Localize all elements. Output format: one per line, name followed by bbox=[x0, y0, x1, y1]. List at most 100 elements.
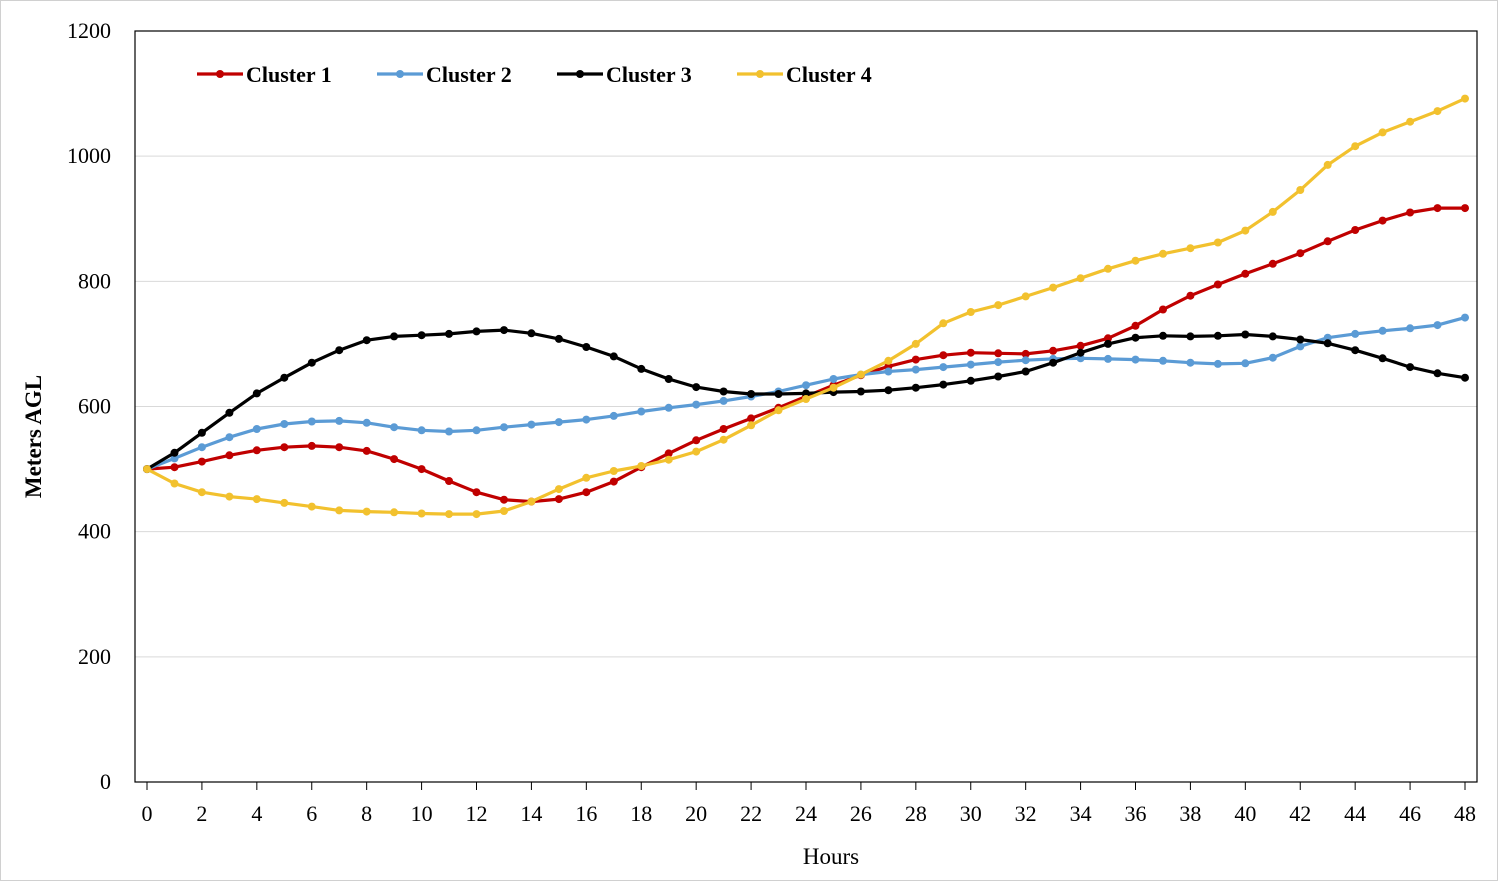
data-point bbox=[1186, 291, 1195, 300]
data-point bbox=[1049, 358, 1058, 367]
data-point bbox=[1213, 238, 1222, 247]
x-tick-label: 44 bbox=[1344, 801, 1366, 826]
data-point bbox=[829, 375, 838, 383]
data-point bbox=[1241, 269, 1250, 278]
data-point bbox=[1213, 331, 1222, 340]
data-point bbox=[1351, 329, 1360, 338]
data-point bbox=[1296, 186, 1305, 194]
data-point bbox=[664, 455, 673, 464]
data-point bbox=[994, 349, 1003, 358]
data-point bbox=[1049, 346, 1058, 355]
x-tick-label: 18 bbox=[630, 801, 652, 826]
data-point bbox=[664, 375, 673, 383]
data-point bbox=[197, 488, 206, 497]
data-point bbox=[1131, 321, 1140, 330]
data-point bbox=[939, 363, 948, 372]
data-point bbox=[1131, 355, 1140, 364]
data-point bbox=[1433, 107, 1442, 116]
data-point bbox=[1104, 334, 1112, 343]
data-point bbox=[554, 485, 563, 494]
x-tick-label: 8 bbox=[361, 801, 372, 826]
data-point bbox=[966, 360, 975, 369]
data-point bbox=[911, 365, 920, 374]
legend-item: Cluster 4 bbox=[737, 62, 872, 87]
data-point bbox=[911, 383, 920, 392]
data-point bbox=[472, 327, 481, 336]
x-tick-label: 46 bbox=[1399, 801, 1421, 826]
data-point bbox=[1159, 249, 1167, 258]
data-point bbox=[1159, 305, 1167, 314]
data-point bbox=[1076, 341, 1085, 350]
x-tick-label: 6 bbox=[306, 801, 317, 826]
data-point bbox=[1351, 226, 1360, 234]
data-point bbox=[994, 358, 1003, 367]
data-point bbox=[445, 477, 453, 485]
series-4 bbox=[143, 94, 1469, 519]
data-point bbox=[500, 495, 508, 504]
data-point bbox=[417, 509, 426, 518]
series-2 bbox=[143, 313, 1469, 474]
data-point bbox=[582, 343, 591, 351]
x-tick-label: 34 bbox=[1070, 801, 1092, 826]
data-point bbox=[362, 336, 371, 345]
data-point bbox=[472, 488, 481, 497]
data-point bbox=[1296, 342, 1305, 351]
data-point bbox=[637, 462, 646, 470]
data-point bbox=[1241, 330, 1250, 339]
data-point bbox=[335, 346, 344, 355]
data-point bbox=[911, 355, 920, 364]
data-point bbox=[1351, 142, 1360, 151]
data-point bbox=[335, 443, 344, 452]
data-point bbox=[1268, 353, 1277, 362]
data-point bbox=[1213, 359, 1222, 368]
data-point bbox=[582, 415, 591, 424]
x-tick-label: 4 bbox=[251, 801, 262, 826]
data-point bbox=[445, 427, 453, 436]
data-point bbox=[1378, 354, 1387, 363]
data-point bbox=[554, 495, 563, 504]
data-point bbox=[225, 451, 234, 460]
data-point bbox=[802, 395, 810, 403]
data-point bbox=[500, 326, 508, 335]
data-point bbox=[1461, 373, 1469, 382]
data-point bbox=[747, 421, 756, 430]
data-point bbox=[719, 396, 728, 405]
x-tick-label: 20 bbox=[685, 801, 707, 826]
data-point bbox=[637, 407, 646, 416]
data-point bbox=[1378, 128, 1387, 137]
legend-item: Cluster 3 bbox=[557, 62, 692, 87]
data-point bbox=[1021, 367, 1030, 376]
data-point bbox=[1021, 349, 1030, 358]
data-point bbox=[1433, 204, 1442, 213]
data-point bbox=[1406, 208, 1415, 217]
legend-marker bbox=[756, 70, 764, 78]
data-point bbox=[143, 465, 151, 474]
data-point bbox=[774, 390, 783, 398]
data-point bbox=[1213, 280, 1222, 289]
x-tick-label: 30 bbox=[960, 801, 982, 826]
series-lines bbox=[143, 94, 1469, 519]
y-tick-label: 200 bbox=[78, 644, 111, 669]
data-point bbox=[280, 498, 289, 507]
data-point bbox=[1461, 204, 1469, 213]
data-point bbox=[1406, 117, 1415, 126]
data-point bbox=[856, 387, 865, 396]
data-point bbox=[966, 376, 975, 385]
x-tick-label: 32 bbox=[1015, 801, 1037, 826]
legend-marker bbox=[396, 70, 404, 78]
data-point bbox=[939, 319, 948, 328]
data-point bbox=[472, 426, 481, 435]
data-point bbox=[1351, 346, 1360, 355]
y-tick-label: 400 bbox=[78, 519, 111, 544]
data-point bbox=[362, 446, 371, 455]
data-point bbox=[582, 488, 591, 497]
data-point bbox=[445, 329, 453, 338]
data-point bbox=[417, 426, 426, 435]
data-point bbox=[911, 339, 920, 348]
data-point bbox=[197, 443, 206, 452]
data-point bbox=[362, 507, 371, 516]
data-point bbox=[527, 329, 536, 338]
data-point bbox=[774, 406, 783, 415]
legend-item: Cluster 2 bbox=[377, 62, 512, 87]
